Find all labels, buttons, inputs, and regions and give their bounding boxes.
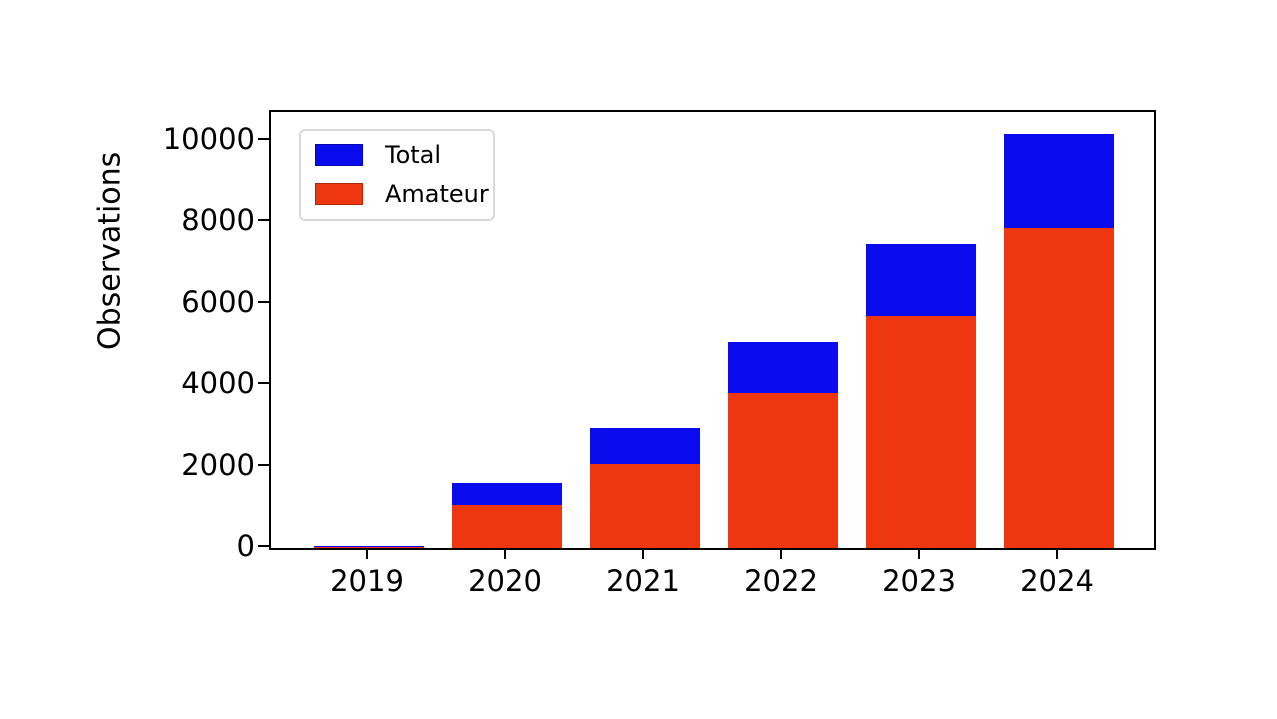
x-tick-mark	[1056, 548, 1058, 559]
y-tick-label: 4000	[181, 366, 255, 400]
y-tick-mark	[258, 219, 269, 222]
x-tick-label: 2024	[1020, 564, 1094, 598]
y-tick-label: 6000	[181, 284, 255, 319]
legend-label-total: Total	[385, 141, 442, 169]
x-tick-label: 2020	[468, 564, 542, 598]
x-tick-label: 2022	[744, 564, 818, 598]
legend-item-total: Total	[315, 142, 479, 168]
legend-item-amateur: Amateur	[315, 181, 489, 207]
y-tick-label: 0	[236, 529, 255, 563]
y-tick-label: 2000	[181, 447, 255, 482]
y-tick-mark	[258, 463, 269, 466]
legend-label-amateur: Amateur	[385, 180, 489, 208]
bar-amateur-2020	[452, 505, 562, 548]
x-tick-label: 2019	[330, 564, 404, 598]
legend-swatch-total	[315, 144, 363, 166]
y-axis-label-text: Observations	[92, 151, 128, 350]
bar-amateur-2023	[866, 316, 976, 548]
y-tick-label: 8000	[181, 203, 255, 238]
bar-amateur-2019	[314, 547, 424, 548]
x-tick-label: 2023	[882, 564, 956, 598]
bar-amateur-2024	[1004, 228, 1114, 548]
x-tick-mark	[642, 548, 644, 559]
x-tick-mark	[918, 548, 920, 559]
y-tick-mark	[258, 300, 269, 303]
bar-amateur-2021	[590, 464, 700, 548]
y-tick-mark	[258, 545, 269, 547]
y-tick-label: 10000	[162, 121, 255, 156]
legend-swatch-amateur	[315, 183, 363, 205]
plot-area: Total Amateur	[269, 110, 1156, 550]
legend: Total Amateur	[299, 129, 495, 221]
x-tick-label: 2021	[606, 564, 680, 598]
x-tick-mark	[780, 548, 782, 559]
x-tick-mark	[366, 548, 368, 559]
y-tick-mark	[258, 382, 269, 384]
bar-amateur-2022	[728, 393, 838, 548]
y-tick-mark	[258, 137, 269, 140]
x-tick-mark	[504, 548, 506, 559]
